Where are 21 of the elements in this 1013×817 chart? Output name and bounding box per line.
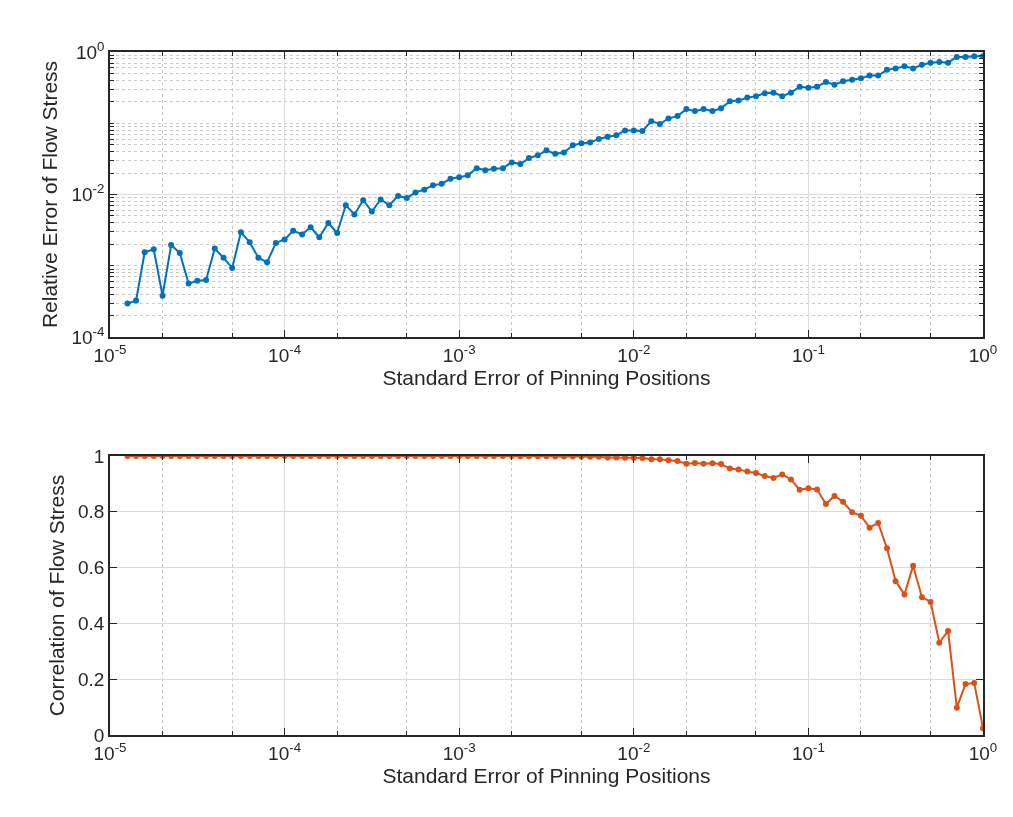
- y-tick-label: 0.4: [78, 613, 105, 635]
- x-tick-label: 10$^{-4}$: [268, 739, 302, 764]
- y-tick-label: 10$^{0}$: [75, 38, 105, 63]
- x-tick-label: 10$^{0}$: [968, 341, 998, 366]
- x-tick-label: 10$^{-4}$: [268, 341, 302, 366]
- x-tick-label: 10$^{0}$: [968, 739, 998, 764]
- x-tick-label: 10$^{-3}$: [442, 341, 476, 366]
- y-tick-label: 0.6: [78, 557, 105, 579]
- y-tick-label: 0.2: [78, 668, 105, 690]
- x-tick-label: 10$^{-1}$: [791, 739, 825, 764]
- y-axis-title: Correlation of Flow Stress: [44, 474, 68, 717]
- x-tick-label: 10$^{-2}$: [617, 739, 651, 764]
- y-tick-label: 0.8: [78, 501, 105, 523]
- y-tick-label: 10$^{-2}$: [71, 181, 105, 206]
- x-tick-label: 10$^{-2}$: [617, 341, 651, 366]
- y-tick-label: 1: [93, 445, 105, 467]
- x-tick-label: 10$^{-3}$: [442, 739, 476, 764]
- x-tick-label: 10$^{-1}$: [791, 341, 825, 366]
- x-axis-title: Standard Error of Pinning Positions: [382, 365, 711, 389]
- x-axis-title: Standard Error of Pinning Positions: [382, 763, 711, 787]
- y-axis-title: Relative Error of Flow Stress: [38, 60, 62, 329]
